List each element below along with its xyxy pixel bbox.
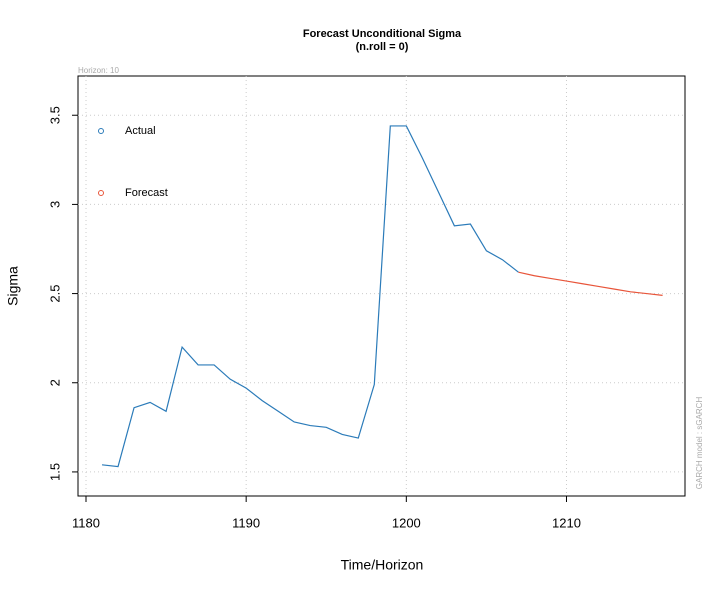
plot-frame bbox=[77, 75, 686, 497]
y-axis-label: Sigma bbox=[5, 266, 21, 306]
y-tick-label: 2.5 bbox=[47, 285, 62, 303]
x-tick-label: 1180 bbox=[72, 515, 100, 530]
chart-subtitle: (n.roll = 0) bbox=[356, 41, 409, 53]
series-line bbox=[518, 271, 663, 296]
chart-title: Forecast Unconditional Sigma bbox=[303, 28, 462, 40]
series-line bbox=[101, 125, 519, 468]
side-note: GARCH model : sGARCH bbox=[695, 397, 704, 490]
x-tick-label: 1210 bbox=[552, 515, 581, 530]
y-tick-label: 3.5 bbox=[47, 106, 62, 124]
x-tick-label: 1200 bbox=[392, 515, 421, 530]
legend-label: Actual bbox=[125, 125, 156, 137]
x-axis-label: Time/Horizon bbox=[341, 557, 424, 573]
y-tick-label: 3 bbox=[47, 201, 62, 208]
legend-label: Forecast bbox=[125, 187, 168, 199]
y-tick-label: 1.5 bbox=[47, 463, 62, 481]
x-tick-label: 1190 bbox=[232, 515, 260, 530]
legend-marker bbox=[98, 128, 104, 134]
annotation: Horizon: 10 bbox=[78, 66, 119, 75]
legend-marker bbox=[98, 190, 104, 196]
y-tick-label: 2 bbox=[47, 379, 62, 386]
